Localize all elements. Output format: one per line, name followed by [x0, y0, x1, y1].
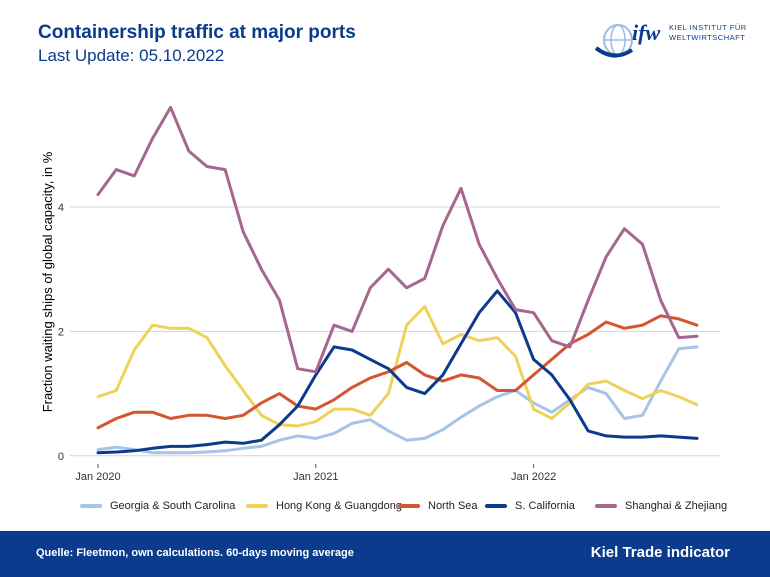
footer-source: Quelle: Fleetmon, own calculations. 60-d… — [36, 547, 354, 559]
series-line-3 — [96, 289, 699, 455]
chart-legend: Georgia & South Carolina Hong Kong & Guan… — [80, 498, 740, 514]
legend-swatch-3 — [485, 504, 507, 508]
legend-label-3: S. California — [515, 500, 575, 512]
legend-label-1: Hong Kong & Guangdong — [276, 500, 402, 512]
logo-line-2: WELTWIRTSCHAFT — [669, 33, 746, 42]
legend-swatch-4 — [595, 504, 617, 508]
y-tick-0: 0 — [58, 451, 64, 463]
legend-swatch-2 — [398, 504, 420, 508]
globe-icon — [594, 24, 634, 58]
series-line-4 — [96, 105, 699, 374]
legend-swatch-1 — [246, 504, 268, 508]
x-tick-0: Jan 2020 — [75, 471, 120, 483]
series-line-1 — [96, 305, 699, 428]
legend-swatch-0 — [80, 504, 102, 508]
x-tick-1: Jan 2021 — [293, 471, 338, 483]
footer-bar: Quelle: Fleetmon, own calculations. 60-d… — [0, 531, 770, 577]
last-update-subtitle: Last Update: 05.10.2022 — [38, 46, 225, 65]
x-tick-2: Jan 2022 — [511, 471, 556, 483]
logo-brand: ifw — [632, 20, 661, 45]
legend-label-4: Shanghai & Zhejiang — [625, 500, 728, 512]
y-axis-label: Fraction waiting ships of global capacit… — [40, 151, 55, 412]
x-tick-labels: Jan 2020 Jan 2021 Jan 2022 — [75, 464, 556, 483]
legend-label-0: Georgia & South Carolina — [110, 500, 236, 512]
line-chart: 0 2 4 Jan 2020 Jan 2021 Jan 2022 Fraction wa… — [40, 105, 720, 483]
y-tick-labels: 0 2 4 — [58, 202, 64, 463]
ifw-logo: ifw KIEL INSTITUT FÜR WELTWIRTSCHAFT — [594, 14, 747, 74]
logo-line-1: KIEL INSTITUT FÜR — [669, 23, 747, 32]
chart-title: Containership traffic at major ports — [38, 22, 356, 43]
series-line-0 — [96, 345, 699, 455]
footer-brand: Kiel Trade indicator — [590, 544, 730, 561]
legend-label-2: North Sea — [428, 500, 478, 512]
series-lines — [96, 105, 699, 455]
series-line-2 — [96, 314, 699, 430]
y-tick-1: 2 — [58, 326, 64, 338]
y-tick-2: 4 — [58, 202, 64, 214]
grid-lines — [70, 206, 720, 457]
